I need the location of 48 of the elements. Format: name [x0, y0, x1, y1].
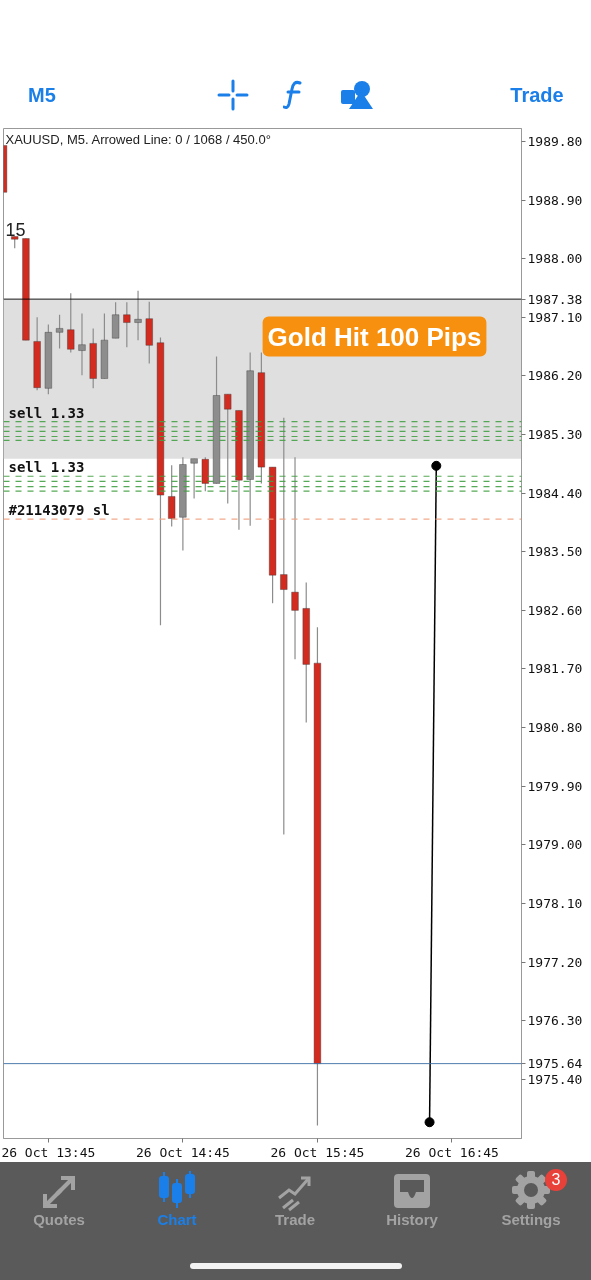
y-tick-label: 1989.80: [527, 134, 583, 150]
candlestick: [55, 314, 64, 350]
candlestick: [291, 456, 299, 660]
x-tick-label: 26 Oct 13:45: [1, 1144, 96, 1160]
x-tick-label: 26 Oct 14:45: [135, 1144, 230, 1160]
ref-line-label: sell 1.33: [8, 459, 85, 476]
x-tick-label: 26 Oct 16:45: [405, 1144, 499, 1160]
y-tick-label: 1986.20: [527, 368, 583, 384]
text: Trade: [510, 82, 564, 108]
y-tick-label: 1976.30: [527, 1013, 583, 1029]
ref-line-label: #21143079 sl: [8, 502, 110, 519]
text: 3: [545, 1169, 567, 1191]
text: Chart: [157, 1210, 197, 1231]
candlestick: [134, 290, 142, 341]
text: History: [386, 1210, 438, 1231]
y-tick-label: 1979.90: [527, 778, 583, 794]
chart-title: XAUUSD, M5. Arrowed Line: 0 / 1068 / 450.0°: [5, 131, 271, 147]
x-tick-label: 26 Oct 15:45: [270, 1144, 365, 1160]
y-tick-label: 1975.40: [527, 1071, 583, 1087]
annotation: Gold Hit 100 Pips: [267, 321, 482, 352]
ref-line-label: 1975.64: [527, 1056, 583, 1072]
candlestick: [223, 393, 232, 505]
text: M5: [28, 82, 56, 108]
y-tick-label: 1983.50: [527, 544, 583, 560]
candlestick: [78, 312, 86, 376]
candlestick: [280, 417, 288, 835]
ref-line-label: 1987.38: [527, 291, 583, 307]
text: Settings: [501, 1210, 561, 1231]
y-tick-label: 1981.70: [527, 661, 583, 677]
y-tick-label: 1984.40: [527, 485, 583, 501]
candlestick: [67, 292, 75, 354]
candlestick: [123, 301, 131, 348]
y-tick-label: 1988.90: [527, 192, 583, 208]
candlestick: [111, 301, 120, 339]
y-tick-label: 1979.00: [527, 837, 583, 853]
y-tick-label: 1985.30: [527, 427, 583, 443]
y-tick-label: 1980.80: [527, 720, 583, 736]
candlestick: [167, 464, 176, 527]
ref-line-label: sell 1.33: [8, 404, 85, 421]
candlestick: [190, 458, 198, 499]
y-tick-label: 1977.20: [527, 954, 583, 970]
y-tick-label: 1988.00: [527, 251, 583, 267]
text: Quotes: [33, 1210, 85, 1231]
annotation: 15: [5, 220, 26, 240]
text: Trade: [274, 1210, 316, 1231]
y-tick-label: 1982.60: [527, 602, 583, 618]
y-tick-label: 1987.10: [527, 309, 583, 325]
y-tick-label: 1978.10: [527, 895, 583, 911]
